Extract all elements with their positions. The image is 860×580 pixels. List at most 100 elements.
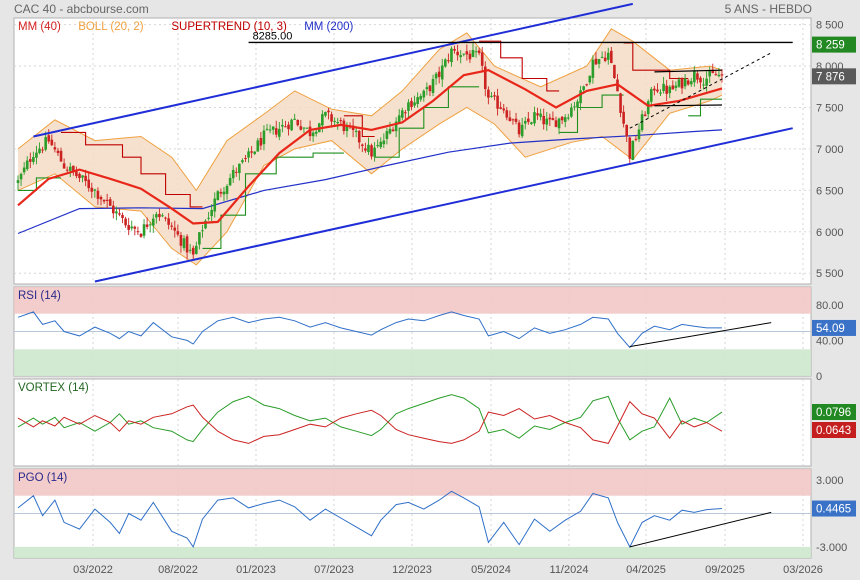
candle-body-97	[314, 131, 318, 134]
candle-body-107	[345, 125, 349, 132]
candle-body-81	[265, 128, 269, 130]
candle-body-196	[619, 93, 622, 113]
candle-body-23	[87, 179, 91, 189]
candle-body-82	[268, 129, 272, 131]
candle-body-6	[35, 152, 38, 158]
candle-body-210	[662, 83, 665, 92]
price-ytick-0: 5 500	[816, 268, 844, 280]
price-legend-0: MM (40)	[18, 21, 61, 33]
candle-body-76	[250, 151, 253, 153]
candle-body-208	[656, 89, 659, 92]
vortex-tag-plus: 0.0796	[812, 404, 856, 420]
triangle-top-line	[654, 69, 723, 73]
bollinger-lower-line	[17, 94, 723, 266]
x-date-label-8: 09/2025	[705, 564, 745, 576]
candle-body-205	[646, 101, 650, 115]
candle-body-213	[671, 85, 675, 90]
vortex-line-0	[17, 394, 723, 443]
candle-body-90	[293, 118, 296, 120]
candle-body-158	[502, 108, 506, 111]
candle-body-130	[416, 97, 419, 105]
candle-body-47	[161, 215, 164, 217]
candle-body-3	[25, 160, 29, 170]
candle-body-194	[613, 64, 616, 79]
candle-body-182	[576, 101, 579, 108]
candle-body-124	[397, 115, 401, 124]
candle-body-27	[99, 197, 103, 200]
candle-body-16	[65, 169, 69, 171]
candle-body-60	[201, 230, 204, 232]
candle-body-7	[38, 148, 41, 154]
candle-body-114	[367, 144, 370, 152]
candle-body-74	[244, 158, 247, 160]
vortex-tag-plus-text: 0.0796	[816, 407, 851, 419]
rsi-line	[17, 311, 722, 349]
rsi-ytick-1: 40.00	[816, 335, 844, 347]
x-date-label-6: 11/2024	[550, 564, 589, 576]
candle-body-152	[483, 66, 487, 90]
candle-body-92	[299, 126, 303, 130]
candle-body-10	[47, 135, 51, 142]
price-tag-1-text: 7 876	[816, 71, 845, 83]
candle-body-56	[188, 249, 192, 251]
pgo-line	[17, 490, 723, 549]
x-date-label-7: 04/2025	[626, 564, 666, 576]
candle-body-227	[714, 74, 718, 76]
candle-body-1	[19, 173, 23, 180]
candle-body-67	[222, 191, 226, 195]
candle-body-120	[385, 131, 389, 139]
price-tag-0: 8 259	[812, 36, 856, 53]
candle-body-38	[133, 226, 137, 229]
ma200-line	[17, 129, 723, 235]
candle-body-5	[32, 157, 35, 162]
candle-body-93	[302, 127, 306, 129]
candle-body-222	[699, 77, 702, 83]
candle-body-125	[400, 110, 404, 118]
candle-body-63	[210, 209, 213, 217]
candle-body-9	[44, 137, 47, 150]
candle-body-151	[480, 52, 484, 66]
price-tag-0-text: 8 259	[816, 40, 845, 52]
ma40-line	[17, 69, 723, 225]
price-legend-1: BOLL (20, 2)	[78, 21, 144, 33]
candle-body-193	[610, 50, 613, 64]
candle-body-66	[219, 191, 223, 194]
candle-body-78	[256, 140, 260, 152]
candle-body-129	[413, 102, 416, 106]
candle-body-207	[653, 88, 656, 91]
candle-body-156	[496, 95, 499, 109]
vortex-tag-minus-text: 0.0643	[816, 425, 851, 437]
pgo-ytick-0: -3.000	[816, 542, 847, 554]
candle-body-26	[96, 190, 100, 199]
candle-body-219	[689, 81, 693, 85]
candle-body-162	[514, 118, 518, 122]
candle-body-32	[115, 211, 118, 214]
candle-body-206	[649, 89, 653, 102]
candle-body-99	[321, 114, 324, 126]
candle-body-70	[231, 169, 235, 179]
candle-body-14	[59, 150, 63, 162]
price-ytick-4: 7 500	[816, 102, 844, 114]
candle-body-110	[354, 130, 358, 132]
candle-body-139	[444, 59, 447, 67]
candle-body-154	[490, 95, 493, 97]
candle-body-175	[554, 120, 558, 127]
candle-body-188	[594, 58, 598, 65]
price-tag-1: 7 876	[812, 68, 856, 85]
candle-body-209	[659, 92, 662, 94]
candle-body-104	[336, 121, 340, 124]
supertrend-segment-8	[688, 98, 722, 117]
candle-body-148	[471, 50, 475, 58]
candle-body-123	[394, 121, 398, 132]
candle-body-145	[462, 53, 466, 55]
channel-upper-line	[33, 2, 634, 138]
dashed-trend-line	[629, 52, 772, 129]
candle-body-181	[573, 106, 576, 108]
price-tag-0-bg	[812, 36, 856, 53]
candle-body-43	[148, 224, 152, 226]
candle-body-122	[391, 129, 395, 132]
candle-body-197	[622, 111, 625, 124]
candle-body-65	[216, 191, 220, 200]
candle-body-62	[207, 217, 210, 219]
candle-body-201	[634, 138, 638, 140]
